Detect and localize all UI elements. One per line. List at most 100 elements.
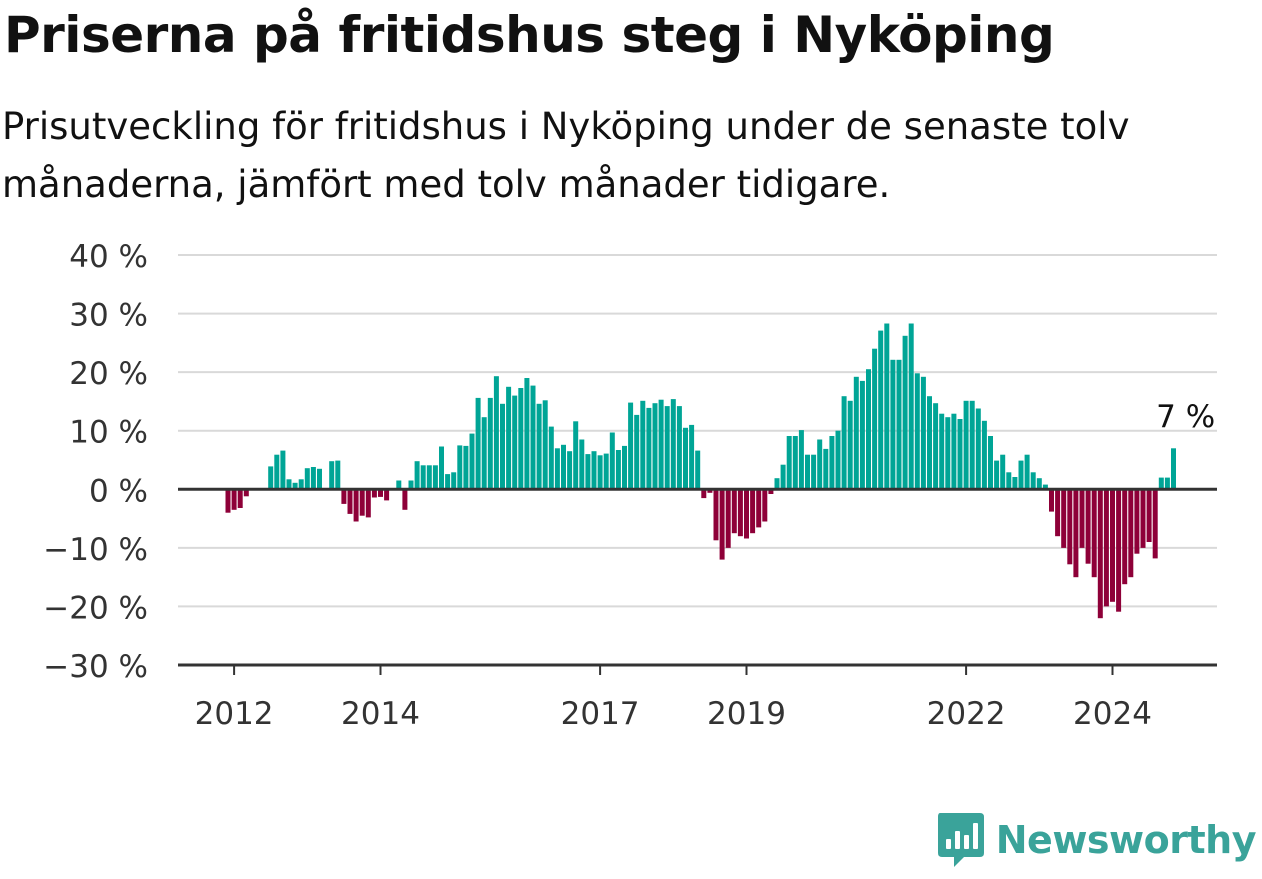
y-tick-label: 40 %	[69, 239, 148, 275]
bar	[433, 465, 438, 489]
bar	[1061, 489, 1066, 548]
bar	[494, 376, 499, 489]
bar	[640, 401, 645, 489]
bar	[823, 449, 828, 489]
last-value-label: 7 %	[1156, 399, 1215, 435]
bar	[592, 451, 597, 489]
bar	[1080, 489, 1085, 548]
bar	[1159, 478, 1164, 490]
bar	[988, 436, 993, 489]
bar	[1171, 448, 1176, 489]
bar	[1116, 489, 1121, 611]
newsworthy-logo: Newsworthy	[936, 811, 1256, 869]
bar	[683, 428, 688, 490]
bar	[341, 489, 346, 504]
y-tick-label: −10 %	[43, 532, 148, 568]
bar-chart-speech-bubble-icon	[936, 811, 986, 869]
bar	[836, 431, 841, 490]
x-tick-label: 2014	[341, 696, 420, 732]
bar	[366, 489, 371, 517]
bar	[628, 403, 633, 490]
bar	[604, 454, 609, 490]
bar	[848, 401, 853, 489]
bar	[439, 447, 444, 490]
y-tick-label: 30 %	[69, 298, 148, 334]
y-tick-label: −30 %	[43, 649, 148, 685]
bar	[982, 421, 987, 490]
bar	[1098, 489, 1103, 618]
bar	[1165, 478, 1170, 490]
bar	[860, 381, 865, 489]
bar	[958, 419, 963, 489]
bar	[903, 336, 908, 490]
bar	[927, 396, 932, 489]
bar	[738, 489, 743, 536]
bar	[964, 401, 969, 489]
bar	[884, 324, 889, 490]
bar	[384, 489, 389, 500]
bar	[1025, 455, 1030, 490]
bar	[488, 398, 493, 489]
bar	[445, 474, 450, 489]
bar	[616, 450, 621, 489]
bar	[714, 489, 719, 540]
bar	[842, 396, 847, 489]
bar	[793, 436, 798, 489]
annotations: 7 %	[1156, 399, 1215, 435]
bar	[226, 489, 231, 512]
bar	[500, 404, 505, 490]
bar-chart: 40 %30 %20 %10 %0 %−10 %−20 %−30 % 2012 2…	[0, 0, 1262, 879]
x-tick-label: 2022	[927, 696, 1006, 732]
bar	[866, 369, 871, 489]
bar	[311, 467, 316, 489]
bar	[744, 489, 749, 538]
bar	[915, 373, 920, 489]
bar	[933, 403, 938, 489]
bar	[805, 455, 810, 490]
bar	[720, 489, 725, 559]
bar	[531, 386, 536, 490]
bar	[799, 430, 804, 489]
bar	[689, 425, 694, 489]
bar	[305, 468, 310, 489]
bar	[695, 451, 700, 490]
bar	[512, 396, 517, 490]
bar	[817, 440, 822, 490]
bar	[1122, 489, 1127, 584]
bar	[354, 489, 359, 521]
bar	[1141, 489, 1146, 548]
bar	[939, 414, 944, 490]
x-tick-label: 2019	[707, 696, 786, 732]
bar	[897, 360, 902, 489]
bar	[781, 465, 786, 490]
bar	[787, 436, 792, 489]
bar	[1067, 489, 1072, 564]
bar	[970, 401, 975, 489]
bar	[1128, 489, 1133, 577]
bar	[482, 417, 487, 489]
bar	[238, 489, 243, 508]
bar	[524, 378, 529, 489]
bar	[598, 455, 603, 489]
bar	[811, 455, 816, 490]
y-tick-label: −20 %	[43, 590, 148, 626]
bar	[1073, 489, 1078, 577]
bar	[549, 427, 554, 490]
bar	[976, 409, 981, 490]
bar	[1049, 489, 1054, 511]
brand-name: Newsworthy	[996, 818, 1256, 862]
bar	[360, 489, 365, 515]
bar	[1147, 489, 1152, 542]
bar	[1000, 455, 1005, 490]
bar	[994, 461, 999, 490]
bar	[1019, 461, 1024, 490]
bar	[335, 461, 340, 490]
bar	[1086, 489, 1091, 563]
bar	[1153, 489, 1158, 558]
x-tick-label: 2017	[561, 696, 640, 732]
bar	[1104, 489, 1109, 606]
bar	[921, 377, 926, 490]
bar	[1134, 489, 1139, 553]
bar	[677, 406, 682, 489]
bar	[232, 489, 237, 510]
